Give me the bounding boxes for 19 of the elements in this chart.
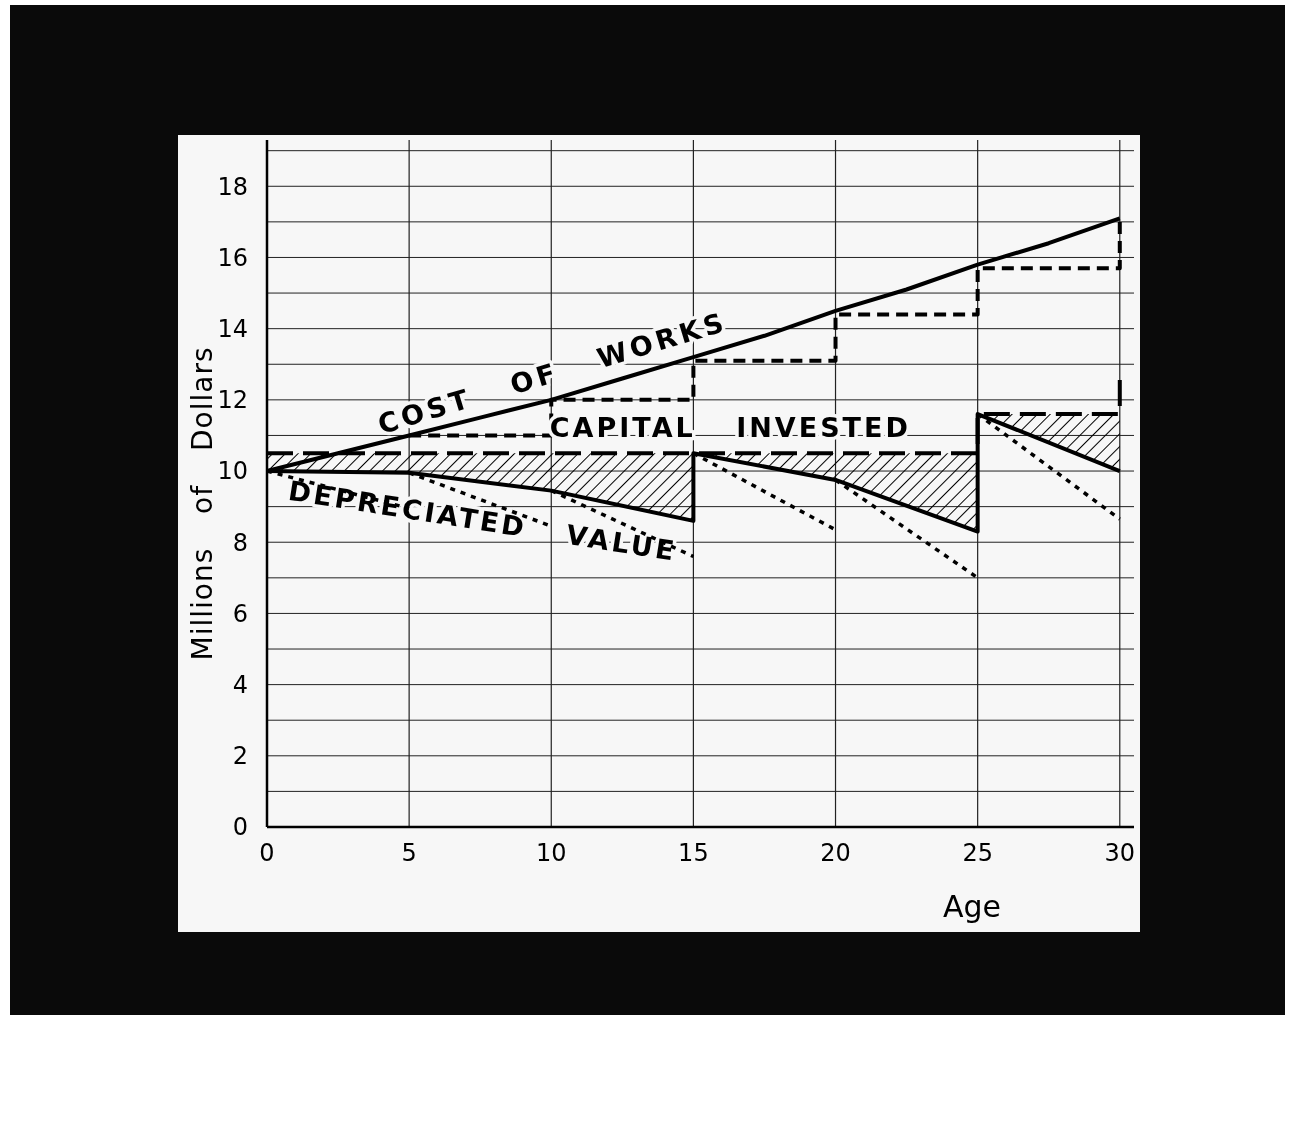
- y-tick-label: 8: [232, 528, 248, 557]
- x-tick-label: 30: [1104, 839, 1136, 867]
- y-tick-label: 18: [217, 172, 248, 201]
- y-tick-label: 2: [232, 742, 248, 771]
- y-tick-label: 14: [217, 315, 248, 344]
- y-tick-label: 10: [217, 457, 248, 486]
- x-axis-title: Age: [942, 889, 1002, 924]
- y-tick-label: 4: [232, 671, 248, 700]
- x-tick-label: 10: [535, 839, 567, 867]
- y-axis-title: Millions of Dollars: [186, 346, 219, 661]
- y-tick-label: 12: [217, 386, 248, 415]
- x-tick-label: 20: [820, 839, 851, 867]
- x-tick-label: 15: [678, 839, 709, 867]
- y-tick-label: 6: [232, 599, 248, 628]
- x-tick-label: 5: [401, 839, 417, 867]
- x-tick-label: 0: [259, 839, 275, 867]
- x-tick-label: 25: [962, 839, 993, 867]
- y-tick-label: 0: [232, 813, 248, 842]
- y-tick-label: 16: [217, 243, 248, 272]
